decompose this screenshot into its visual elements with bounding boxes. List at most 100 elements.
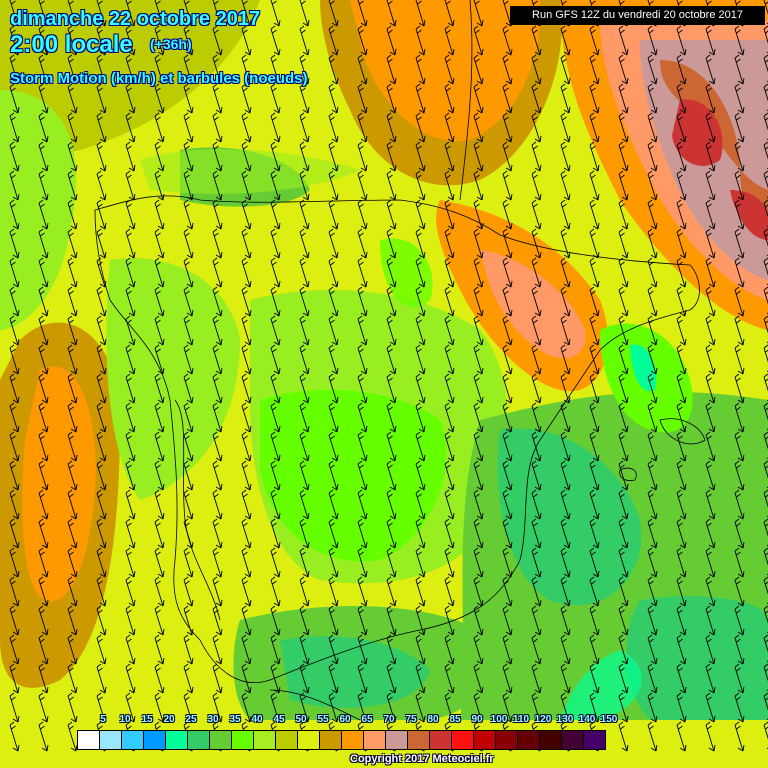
wind-barb (96, 112, 107, 143)
wind-barb (154, 112, 165, 143)
wind-barb (589, 373, 600, 404)
wind-barb (705, 431, 716, 462)
wind-barb (502, 344, 513, 375)
wind-barb (357, 518, 368, 549)
wind-barb (154, 286, 165, 317)
wind-barb (618, 547, 629, 578)
wind-barb (125, 460, 136, 491)
wind-barb (125, 373, 136, 404)
wind-barb (415, 373, 426, 404)
wind-barb (270, 344, 281, 375)
wind-barb (9, 141, 20, 172)
legend-swatch (122, 731, 144, 749)
wind-barb (560, 199, 571, 230)
wind-barb (357, 315, 368, 346)
wind-barb (705, 721, 716, 752)
wind-barb (357, 83, 368, 114)
wind-barb (125, 518, 136, 549)
wind-barb (212, 199, 223, 230)
wind-barb (444, 25, 455, 56)
wind-barb (734, 83, 745, 114)
wind-barb (386, 634, 397, 665)
wind-barb (212, 286, 223, 317)
wind-barb (96, 170, 107, 201)
wind-barb (647, 54, 658, 85)
legend-label: 5 (100, 714, 106, 725)
wind-barb (67, 315, 78, 346)
wind-barb (444, 228, 455, 259)
wind-barb (299, 54, 310, 85)
wind-barb (125, 228, 136, 259)
wind-barb (357, 286, 368, 317)
wind-barb (328, 54, 339, 85)
wind-barb (9, 634, 20, 665)
wind-barb (212, 112, 223, 143)
parameter-title: Storm Motion (km/h) et barbules (noeuds) (10, 70, 308, 87)
wind-barb (96, 54, 107, 85)
wind-barb (241, 199, 252, 230)
wind-barb (618, 286, 629, 317)
wind-barb (560, 431, 571, 462)
wind-barb (270, 692, 281, 723)
wind-barb (183, 489, 194, 520)
wind-barb (531, 199, 542, 230)
wind-barb (270, 460, 281, 491)
wind-barb (299, 315, 310, 346)
wind-barb (560, 518, 571, 549)
wind-barb (241, 373, 252, 404)
wind-barb (241, 489, 252, 520)
wind-barb (183, 199, 194, 230)
wind-barb (444, 141, 455, 172)
wind-barb (328, 257, 339, 288)
wind-barb (328, 518, 339, 549)
wind-barb (705, 518, 716, 549)
wind-barb (502, 634, 513, 665)
wind-barb (212, 141, 223, 172)
wind-barb (38, 83, 49, 114)
wind-barb (502, 460, 513, 491)
wind-barb (734, 431, 745, 462)
wind-barb (299, 83, 310, 114)
wind-barb (502, 199, 513, 230)
wind-barb (328, 315, 339, 346)
wind-barb (270, 25, 281, 56)
wind-barb (734, 25, 745, 56)
wind-barb (125, 576, 136, 607)
wind-barb (9, 605, 20, 636)
wind-barb (154, 315, 165, 346)
wind-barb (734, 692, 745, 723)
wind-barb (96, 199, 107, 230)
wind-barb (125, 0, 136, 27)
wind-barb (647, 373, 658, 404)
wind-barb (38, 634, 49, 665)
legend-swatch (540, 731, 562, 749)
wind-barb (38, 257, 49, 288)
wind-barb (357, 54, 368, 85)
wind-barb (705, 112, 716, 143)
wind-barb (618, 170, 629, 201)
wind-barb (560, 141, 571, 172)
wind-barb (502, 286, 513, 317)
wind-barb (125, 170, 136, 201)
wind-barb (299, 199, 310, 230)
wind-barb (415, 576, 426, 607)
wind-barb (415, 431, 426, 462)
wind-barb (212, 634, 223, 665)
legend-swatch (210, 731, 232, 749)
wind-barb (183, 228, 194, 259)
wind-barb (502, 170, 513, 201)
wind-barb (618, 634, 629, 665)
wind-barb (154, 199, 165, 230)
wind-barb (212, 373, 223, 404)
wind-barb (734, 344, 745, 375)
legend-swatch (320, 731, 342, 749)
wind-barb (67, 54, 78, 85)
wind-barb (473, 489, 484, 520)
wind-barb (270, 576, 281, 607)
wind-barb (125, 315, 136, 346)
wind-barb (299, 344, 310, 375)
wind-barb (241, 547, 252, 578)
wind-barb (618, 692, 629, 723)
wind-barb (241, 605, 252, 636)
wind-barb (9, 286, 20, 317)
